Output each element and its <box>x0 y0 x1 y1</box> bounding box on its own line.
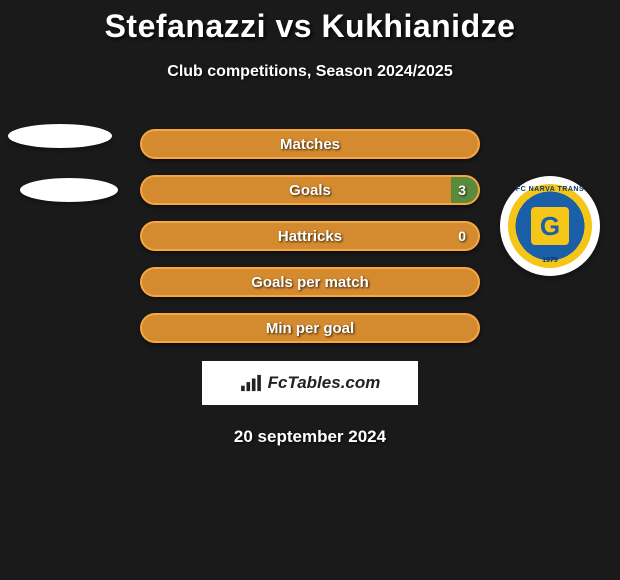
stat-row-matches: Matches <box>0 121 620 167</box>
stat-bar: Matches <box>140 129 480 159</box>
stat-label: Goals per match <box>251 274 369 291</box>
stats-container: Matches Goals 3 Hattricks 0 Goals per ma… <box>0 121 620 447</box>
brand-box[interactable]: FcTables.com <box>202 361 418 405</box>
subtitle: Club competitions, Season 2024/2025 <box>0 63 620 81</box>
stat-bar: Goals per match <box>140 267 480 297</box>
stat-bar: Min per goal <box>140 313 480 343</box>
stat-label: Min per goal <box>266 320 354 337</box>
stat-row-min-per-goal: Min per goal <box>0 305 620 351</box>
page-title: Stefanazzi vs Kukhianidze <box>0 0 620 45</box>
stat-value-right: 0 <box>458 228 466 244</box>
chart-icon <box>240 374 262 392</box>
stat-row-goals-per-match: Goals per match <box>0 259 620 305</box>
stat-bar: Hattricks 0 <box>140 221 480 251</box>
date-text: 20 september 2024 <box>0 427 620 447</box>
stat-label: Hattricks <box>278 228 342 245</box>
brand-text: FcTables.com <box>268 373 381 393</box>
stat-label: Matches <box>280 136 340 153</box>
stat-value-right: 3 <box>458 182 466 198</box>
stat-row-hattricks: Hattricks 0 <box>0 213 620 259</box>
stat-row-goals: Goals 3 <box>0 167 620 213</box>
stat-bar: Goals 3 <box>140 175 480 205</box>
stat-label: Goals <box>289 182 331 199</box>
